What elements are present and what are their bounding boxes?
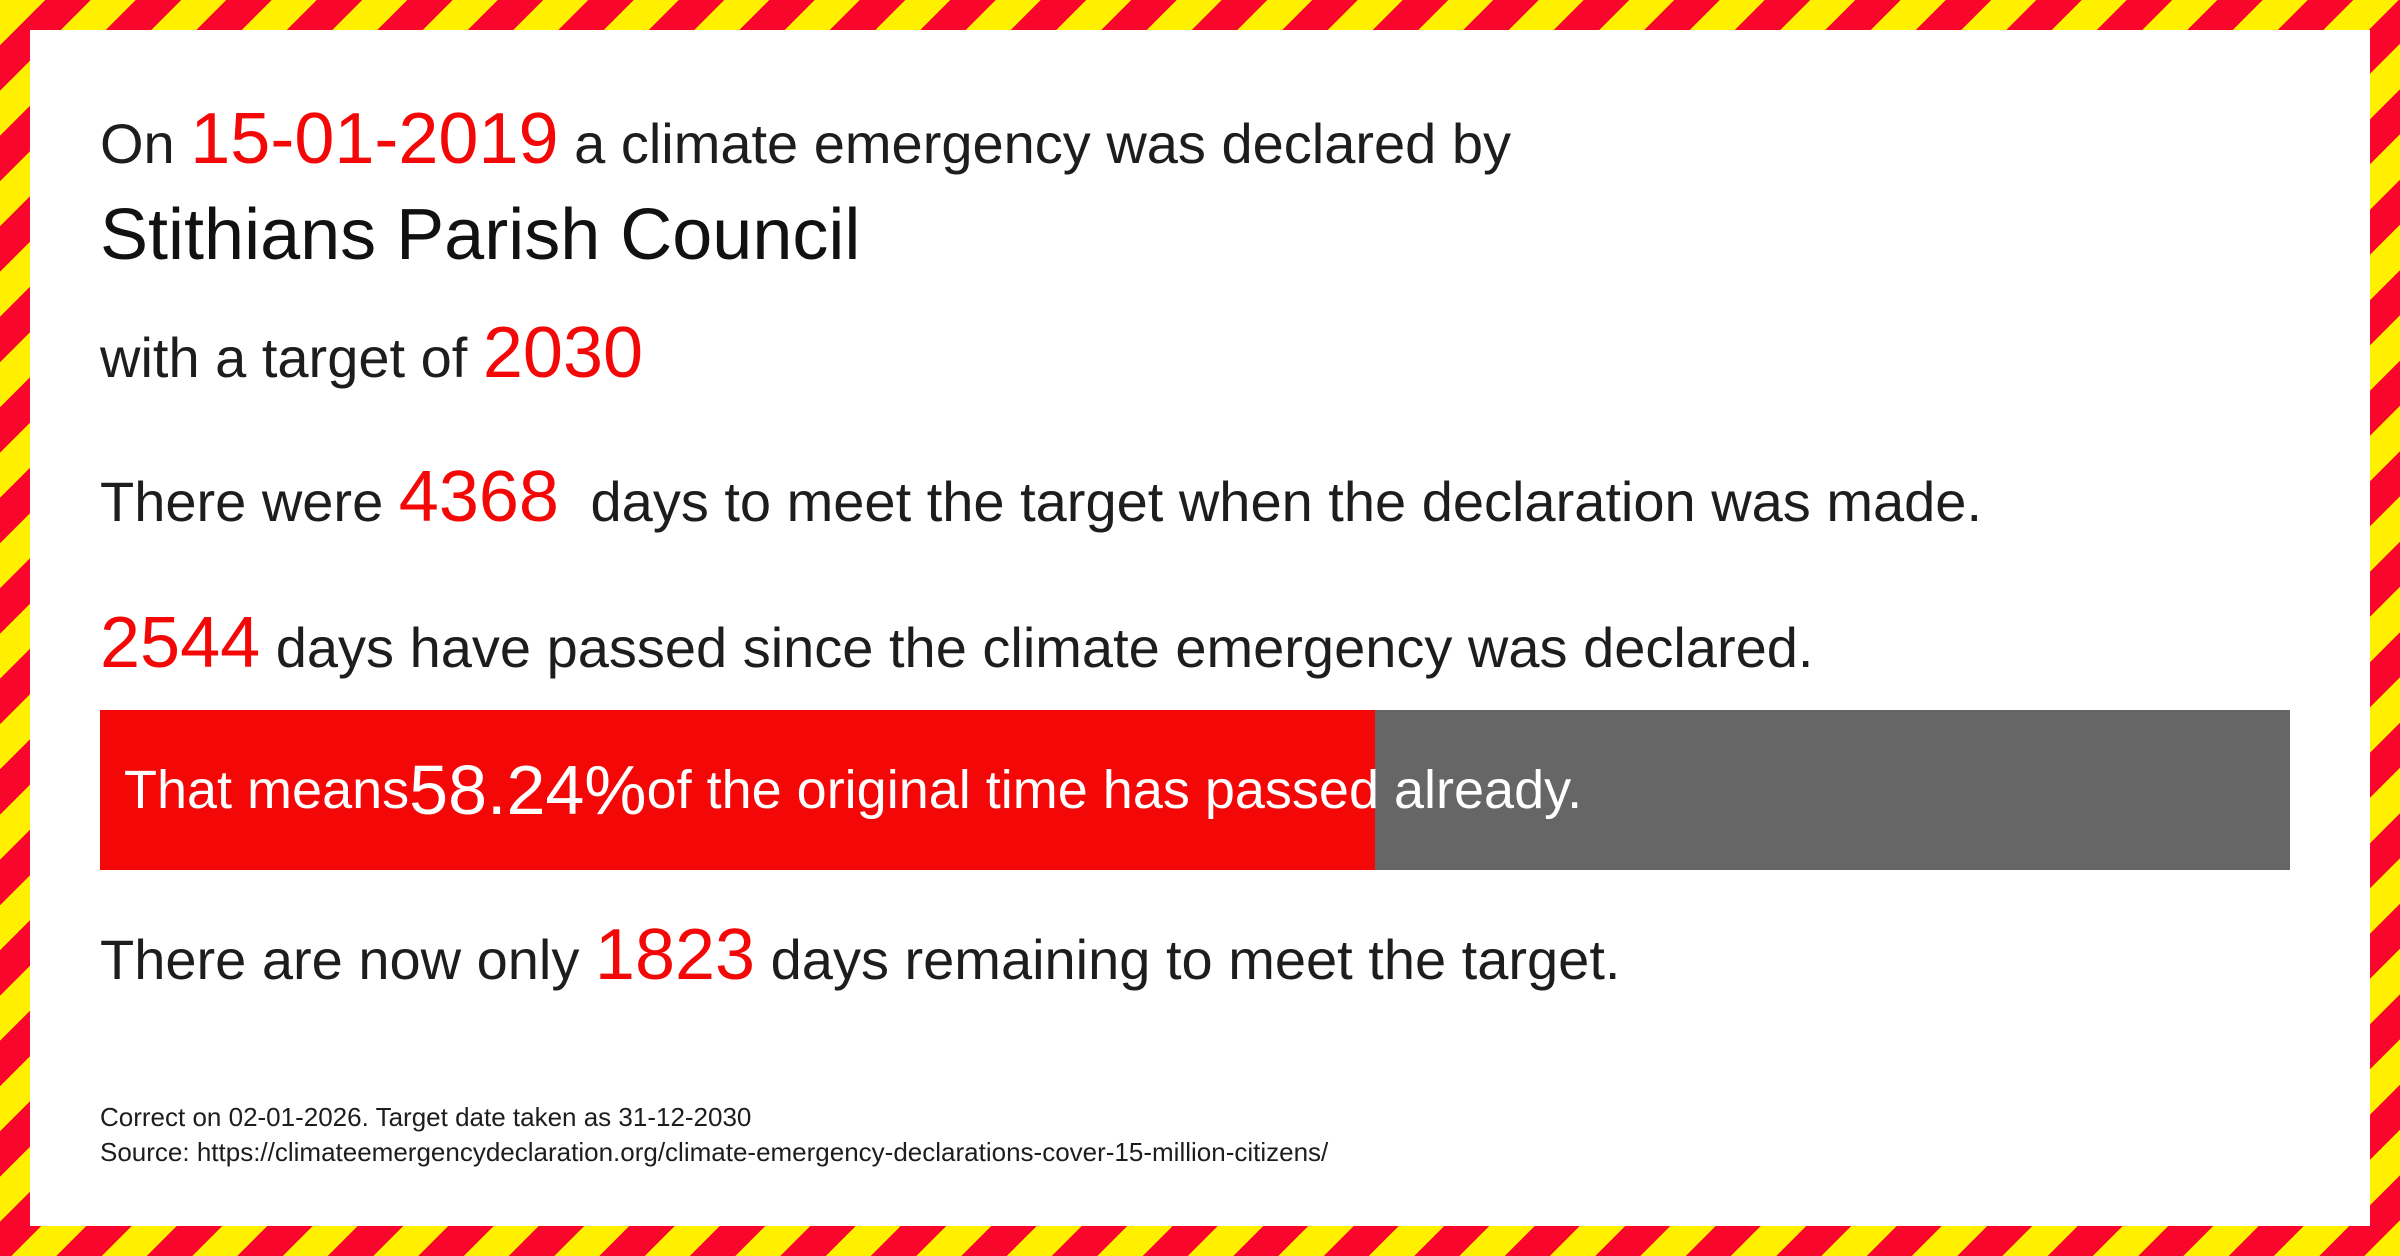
target-prefix: with a target of	[100, 326, 483, 389]
progress-suffix: of the original time has passed already.	[646, 760, 1583, 820]
progress-prefix: That means	[124, 760, 410, 820]
declaration-date: 15-01-2019	[190, 99, 559, 179]
days-remaining-value: 1823	[594, 915, 756, 995]
correct-on-note: Correct on 02-01-2026. Target date taken…	[100, 1102, 752, 1132]
content-panel: On 15-01-2019 a climate emergency was de…	[30, 30, 2370, 1226]
footnote: Correct on 02-01-2026. Target date taken…	[100, 1100, 1328, 1170]
council-name: Stithians Parish Council	[100, 195, 861, 275]
days-total-suffix: days to meet the target when the declara…	[574, 470, 1982, 533]
declaration-prefix: On	[100, 112, 191, 175]
source-note: Source: https://climateemergencydeclarat…	[100, 1137, 1329, 1168]
days-passed-value: 2544	[100, 603, 261, 683]
days-remaining-prefix: There are now only	[100, 928, 595, 991]
declaration-suffix: a climate emergency was declared by	[558, 112, 1511, 175]
percent-value: 58.24%	[409, 751, 647, 829]
progress-bar: That means 58.24% of the original time h…	[100, 710, 2290, 870]
days-remaining-line: There are now only 1823 days remaining t…	[100, 912, 1620, 998]
days-passed-suffix: days have passed since the climate emerg…	[260, 616, 1814, 679]
days-total-value: 4368	[398, 457, 559, 537]
days-passed-line: 2544 days have passed since the climate …	[100, 600, 1813, 686]
days-remaining-suffix: days remaining to meet the target.	[755, 928, 1621, 991]
days-total-prefix: There were	[100, 470, 399, 533]
declaration-line: On 15-01-2019 a climate emergency was de…	[100, 96, 1511, 182]
target-line: with a target of 2030	[100, 310, 643, 396]
progress-bar-label: That means 58.24% of the original time h…	[100, 710, 2290, 870]
days-total-line: There were 4368 days to meet the target …	[100, 454, 1982, 540]
progress-bar-fill	[100, 710, 1376, 870]
target-year: 2030	[482, 313, 644, 393]
